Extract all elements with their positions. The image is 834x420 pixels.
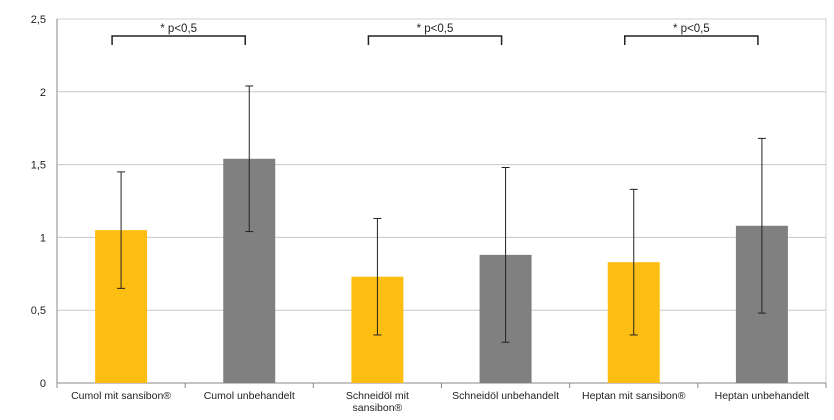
significance-label: * p<0,5	[673, 23, 710, 35]
gridlines	[57, 18, 826, 311]
category-label: Heptan mit sansibon®	[582, 390, 686, 402]
y-tick-label: 2	[40, 87, 46, 99]
category-label: Cumol mit sansibon®	[71, 390, 171, 402]
significance-label: * p<0,5	[160, 23, 197, 35]
category-label: Cumol unbehandelt	[204, 390, 295, 402]
y-tick-label: 1,5	[31, 160, 46, 172]
significance-annotations: * p<0,5 * p<0,5 * p<0,5	[111, 23, 759, 45]
y-tick-labels: 0 0,5 1 1,5 2 2,5	[31, 14, 46, 390]
category-label: Schneidöl unbehandelt	[452, 390, 559, 402]
significance-bracket	[111, 35, 246, 45]
y-tick-label: 0	[40, 378, 46, 390]
y-tick-label: 0,5	[31, 305, 46, 317]
significance-bracket	[624, 35, 759, 45]
y-tick-label: 2,5	[31, 14, 46, 26]
category-label: sansibon®	[353, 402, 403, 414]
significance-bracket	[367, 35, 503, 45]
category-label: Heptan unbehandelt	[715, 390, 810, 402]
plot-border	[56, 18, 827, 384]
category-labels: Cumol mit sansibon® Cumol unbehandelt Schn…	[71, 390, 809, 414]
bars	[95, 158, 788, 383]
category-label: Schneidöl mit	[346, 390, 409, 402]
y-tick-label: 1	[40, 232, 46, 244]
significance-label: * p<0,5	[417, 23, 454, 35]
error-bars	[117, 85, 766, 343]
axes	[56, 18, 827, 388]
